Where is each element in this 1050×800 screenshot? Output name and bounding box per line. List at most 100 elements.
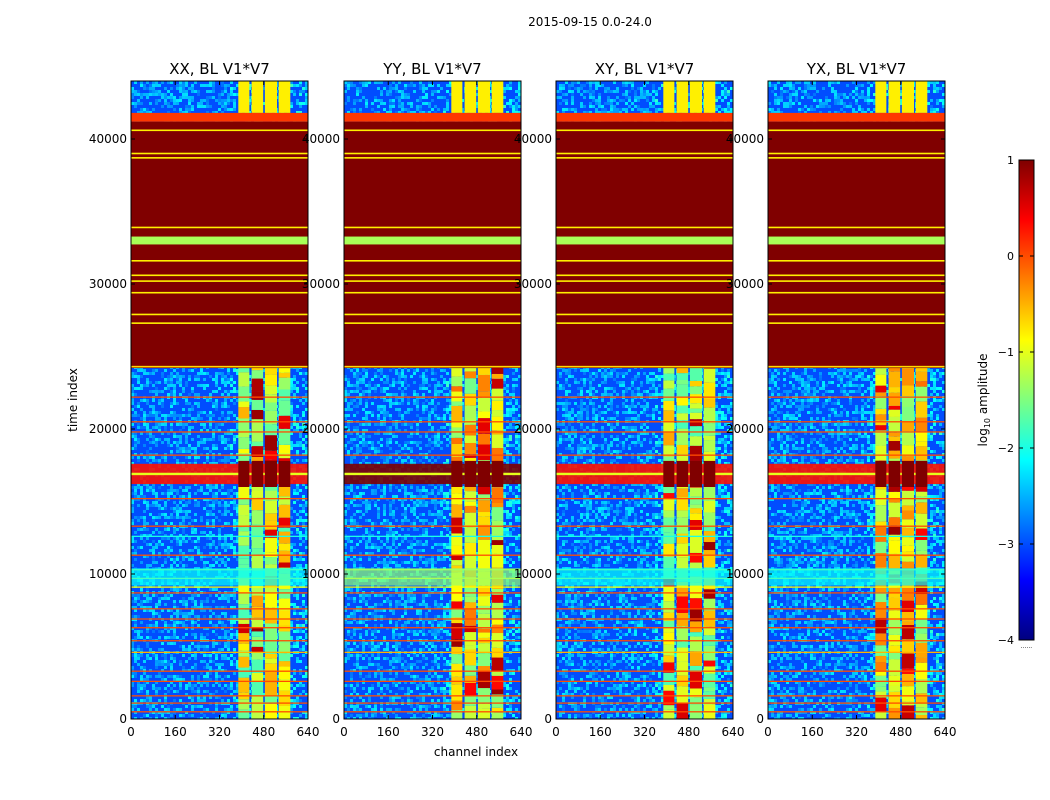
heatmap-cell [302,600,305,603]
heatmap-cell [149,543,152,546]
heatmap-cell [209,621,212,624]
heatmap-cell [146,111,149,114]
heatmap-cell [224,105,227,108]
heatmap-cell [305,459,308,462]
heatmap-cell [209,81,212,84]
heatmap-cell [152,492,155,495]
heatmap-cell [173,600,176,603]
heatmap-cell [212,501,215,504]
heatmap-cell [164,87,167,90]
heatmap-cell [134,372,137,375]
heatmap-cell [140,606,143,609]
heatmap-cell [215,429,218,432]
heatmap-cell [305,93,308,96]
heatmap-cell [209,105,212,108]
heatmap-cell [290,441,293,444]
heatmap-cell [134,615,137,618]
heatmap-cell [206,384,209,387]
heatmap-cell [146,96,149,99]
heatmap-cell [215,546,218,549]
heatmap-cell [161,399,164,402]
heatmap-cell [212,513,215,516]
heatmap-cell [206,483,209,486]
heatmap-cell [140,426,143,429]
heatmap-cell [176,636,179,639]
heatmap-cell [224,543,227,546]
heatmap-cell [152,369,155,372]
heatmap-cell [140,111,143,114]
heatmap-cell [131,504,134,507]
heatmap-cell [233,387,236,390]
heatmap-cell [152,408,155,411]
heatmap-cell [296,519,299,522]
heatmap-cell [173,636,176,639]
heatmap-cell [170,522,173,525]
heatmap-cell [143,519,146,522]
heatmap-cell [191,642,194,645]
heatmap-cell [200,438,203,441]
heatmap-cell [191,447,194,450]
heatmap-cell [191,408,194,411]
heatmap-cell [188,96,191,99]
heatmap-cell [290,531,293,534]
heatmap-cell [173,456,176,459]
heatmap-cell [179,552,182,555]
heatmap-cell [215,492,218,495]
heatmap-cell [185,612,188,615]
heatmap-cell [146,459,149,462]
heatmap-cell [221,606,224,609]
heatmap-cell [134,498,137,501]
heatmap-cell [167,537,170,540]
heatmap-cell [146,423,149,426]
heatmap-cell [248,429,251,432]
heatmap-cell [236,636,239,639]
heatmap-cell [167,552,170,555]
heatmap-cell [215,498,218,501]
heatmap-cell [149,381,152,384]
heatmap-cell [200,411,203,414]
heatmap-cell [170,423,173,426]
heatmap-cell [230,429,233,432]
heatmap-cell [233,522,236,525]
heatmap-cell [218,531,221,534]
heatmap-cell [218,621,221,624]
heatmap-cell [296,414,299,417]
heatmap-cell [200,384,203,387]
heatmap-cell [224,99,227,102]
heatmap-cell [185,402,188,405]
heatmap-cell [197,642,200,645]
heatmap-cell [137,111,140,114]
heatmap-cell [152,609,155,612]
heatmap-cell [263,621,266,624]
heatmap-cell [290,81,293,84]
heatmap-cell [158,507,161,510]
heatmap-cell [176,489,179,492]
heatmap-cell [185,111,188,114]
heatmap-cell [179,507,182,510]
heatmap-cell [161,372,164,375]
heatmap-cell [179,495,182,498]
heatmap-cell [149,414,152,417]
heatmap-cell [137,99,140,102]
heatmap-cell [170,429,173,432]
heatmap-cell [227,438,230,441]
heatmap-cell [191,426,194,429]
heatmap-cell [206,492,209,495]
heatmap-cell [248,456,251,459]
heatmap-cell [215,558,218,561]
heatmap-cell [236,615,239,618]
heatmap-cell [197,537,200,540]
heatmap-cell [146,645,149,648]
heatmap-cell [188,87,191,90]
heatmap-cell [218,504,221,507]
heatmap-cell [290,102,293,105]
heatmap-cell [155,546,158,549]
heatmap-cell [158,90,161,93]
heatmap-cell [179,111,182,114]
heatmap-cell [191,417,194,420]
heatmap-cell [227,543,230,546]
heatmap-cell [296,483,299,486]
heatmap-cell [227,429,230,432]
heatmap-cell [221,378,224,381]
heatmap-cell [170,642,173,645]
